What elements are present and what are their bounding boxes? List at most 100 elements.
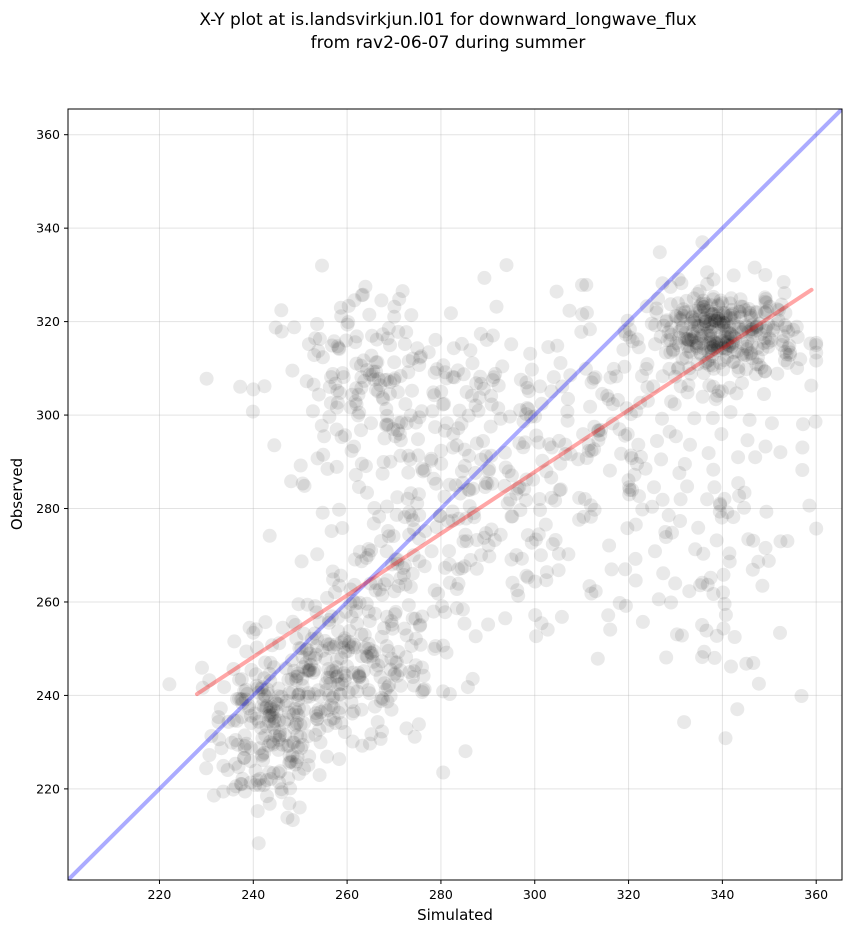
data-point — [235, 692, 250, 707]
data-point — [622, 330, 637, 345]
data-point — [709, 336, 724, 351]
data-point — [733, 299, 748, 314]
data-point — [635, 369, 649, 383]
data-point — [370, 715, 385, 729]
data-point — [651, 592, 666, 607]
data-point — [387, 309, 402, 324]
data-point — [413, 617, 428, 632]
data-point — [421, 345, 436, 360]
data-point — [744, 308, 759, 323]
data-point — [690, 287, 705, 301]
data-point — [551, 546, 566, 561]
data-point — [315, 505, 330, 520]
data-point — [659, 650, 674, 665]
data-point — [648, 544, 662, 559]
data-point — [669, 336, 684, 351]
data-point — [498, 611, 513, 626]
data-point — [359, 649, 374, 664]
data-point — [373, 694, 388, 709]
data-point — [635, 502, 650, 517]
data-point — [367, 699, 382, 714]
data-point — [309, 639, 324, 654]
data-point — [693, 331, 708, 346]
data-point — [437, 396, 452, 411]
data-point — [391, 415, 406, 430]
data-point — [715, 296, 730, 311]
data-point — [237, 684, 252, 699]
data-point — [402, 527, 417, 542]
data-point — [239, 644, 254, 659]
data-point — [300, 597, 315, 612]
data-point — [297, 761, 311, 776]
data-point — [485, 373, 500, 388]
data-point — [294, 741, 309, 756]
data-point — [625, 334, 640, 349]
data-point — [661, 508, 676, 523]
data-point — [396, 568, 411, 582]
data-point — [312, 722, 327, 737]
data-point — [291, 740, 305, 755]
x-tick-label: 280 — [429, 887, 453, 902]
data-point — [371, 371, 386, 386]
data-point — [776, 329, 791, 344]
data-point — [680, 332, 695, 346]
data-point — [336, 666, 351, 681]
x-tick-label: 220 — [148, 887, 172, 902]
data-point — [451, 562, 466, 577]
data-point — [361, 636, 376, 651]
data-point — [639, 299, 654, 314]
data-point — [234, 672, 249, 687]
data-point — [330, 383, 345, 398]
data-point — [510, 583, 525, 598]
data-point — [305, 404, 320, 419]
data-point — [269, 704, 284, 719]
data-point — [265, 707, 280, 722]
data-point — [727, 630, 742, 644]
data-point — [260, 682, 275, 697]
data-point — [456, 367, 471, 382]
data-point — [575, 307, 590, 322]
data-point — [451, 421, 466, 436]
data-point — [591, 423, 606, 438]
data-point — [640, 380, 655, 395]
data-point — [356, 287, 370, 302]
data-point — [465, 388, 479, 403]
data-point — [382, 386, 397, 401]
data-point — [379, 418, 394, 433]
data-point — [550, 338, 565, 353]
data-point — [745, 318, 760, 333]
data-point — [780, 355, 795, 370]
data-point — [707, 313, 722, 328]
data-point — [445, 504, 460, 519]
data-point — [405, 611, 420, 626]
data-point — [695, 235, 710, 250]
data-point — [376, 392, 391, 407]
data-point — [238, 784, 252, 799]
data-point — [706, 272, 721, 287]
data-point — [288, 757, 303, 772]
data-point — [706, 587, 721, 601]
data-point — [468, 629, 483, 644]
data-point — [412, 358, 427, 372]
data-point — [354, 627, 369, 642]
data-point — [315, 643, 330, 658]
y-tick-label: 300 — [36, 408, 60, 423]
data-point — [352, 669, 367, 684]
data-point — [323, 676, 338, 691]
data-point — [289, 631, 304, 646]
data-point — [745, 322, 760, 337]
data-point — [436, 397, 450, 412]
data-point — [691, 520, 706, 535]
data-point — [350, 616, 365, 631]
data-point — [704, 331, 718, 346]
data-point — [347, 637, 361, 652]
data-point — [664, 327, 679, 342]
data-point — [364, 646, 379, 661]
data-point — [379, 544, 394, 559]
data-point — [262, 765, 277, 780]
data-point — [676, 308, 691, 323]
data-point — [533, 379, 547, 394]
data-point — [727, 310, 742, 325]
data-point — [677, 331, 692, 346]
data-point — [796, 417, 810, 432]
